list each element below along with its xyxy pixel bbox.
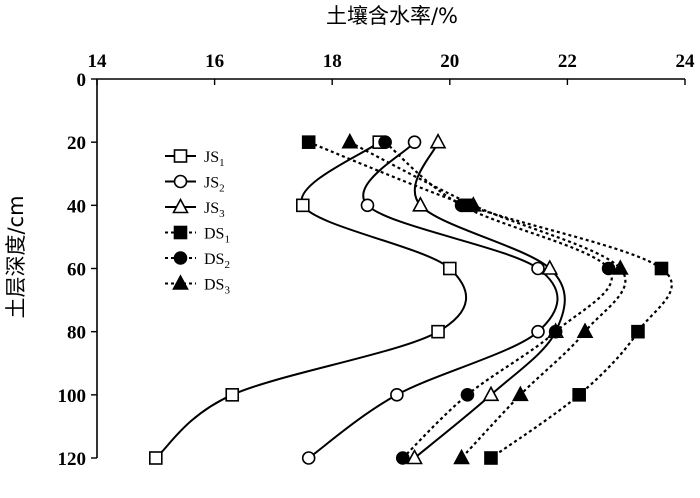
data-point-ds1 [484,451,498,465]
x-tick-label: 20 [440,51,459,72]
legend-entry-js3: JS3 [165,197,225,220]
series-line-ds1 [308,141,673,459]
data-point-ds3 [453,448,470,465]
data-point-ds3 [611,259,629,275]
series-layer [149,132,673,465]
data-point-js3 [482,385,500,402]
legend: JS1 JS2 JS3 DS1 DS2 DS3 [165,149,230,297]
y-tick-label: 60 [67,260,86,281]
legend-label-js1: JS1 [204,149,225,169]
legend-entry-js1: JS1 [165,149,225,169]
data-point-js1 [225,388,240,402]
legend-entry-ds3: DS3 [165,274,230,297]
data-point-js2 [531,324,545,339]
series-line-ds3 [349,141,627,459]
legend-marker-ds3 [172,274,189,290]
y-tick-label: 40 [67,196,86,217]
data-point-js3 [406,448,423,465]
data-point-ds1 [301,135,316,149]
data-point-js3 [541,259,559,275]
y-tick-label: 80 [67,323,86,344]
legend-label-js3: JS3 [204,200,225,220]
data-point-js2 [407,135,422,149]
series-ds1 [301,135,673,465]
legend-marker-js1 [173,149,188,163]
data-point-js3 [412,196,429,212]
x-tick-label: 16 [205,51,224,72]
data-point-js2 [360,198,375,213]
series-line-js1 [155,141,467,459]
data-point-ds1 [631,324,645,339]
data-point-ds2 [548,324,563,339]
series-line-js3 [413,141,566,459]
data-point-ds3 [576,322,594,338]
data-point-ds3 [512,385,529,402]
series-ds2 [378,135,616,465]
y-tick-label: 120 [58,449,87,470]
legend-marker-js3 [172,197,189,214]
data-point-ds3 [341,132,359,149]
series-js1 [149,135,467,465]
legend-marker-js2 [173,174,188,189]
legend-label-js2: JS2 [204,175,225,195]
x-tick-label: 18 [323,51,342,72]
y-tick-label: 20 [67,133,86,154]
data-point-ds3 [464,196,482,212]
y-tick-label: 0 [77,70,87,91]
data-point-js1 [295,198,310,213]
y-axis-title: 土层深度/cm [4,195,28,318]
series-line-ds2 [384,141,613,459]
data-point-js2 [301,451,316,465]
data-point-js1 [149,451,163,465]
legend-entry-ds1: DS1 [165,226,230,246]
data-point-ds2 [395,451,410,465]
legend-entry-js2: JS2 [165,175,225,195]
data-point-ds2 [378,135,392,149]
data-point-ds2 [454,198,469,213]
data-point-js3 [429,132,447,149]
x-tick-label: 22 [558,51,577,72]
series-line-js2 [308,141,559,459]
legend-label-ds2: DS2 [204,251,230,271]
data-point-ds2 [601,261,616,276]
data-point-js1 [431,324,445,339]
data-point-js1 [442,261,457,276]
legend-marker-ds1 [173,225,188,240]
legend-marker-ds2 [173,251,188,265]
x-tick-label: 14 [88,51,108,72]
series-ds3 [341,132,629,465]
y-tick-label: 100 [58,386,87,407]
data-point-ds1 [654,261,669,276]
data-point-js2 [390,388,404,402]
legend-label-ds3: DS3 [204,277,230,297]
legend-label-ds1: DS1 [204,226,230,246]
x-tick-label: 24 [676,51,696,72]
data-point-ds2 [460,388,475,402]
axes: 14 16 18 20 22 24 0 20 40 60 80 100 120 [58,51,696,470]
legend-entry-ds2: DS2 [165,251,230,271]
data-point-js2 [531,261,545,276]
series-js2 [301,135,559,465]
data-point-ds1 [572,388,586,402]
x-axis-title: 土壤含水率/% [326,4,458,28]
